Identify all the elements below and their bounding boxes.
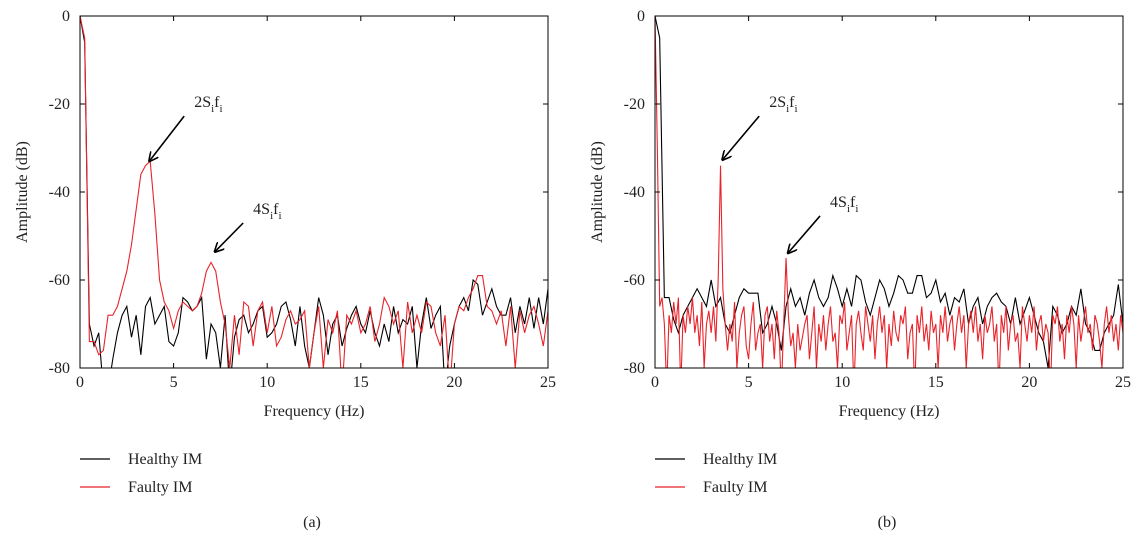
annotation: 4Sifi xyxy=(253,201,281,222)
annotation-text: 2S xyxy=(769,94,786,111)
subfigure-label: (b) xyxy=(878,514,897,531)
y-tick-label: 0 xyxy=(62,8,70,25)
subfigure-label: (a) xyxy=(303,514,321,531)
annotation-subscript: i xyxy=(270,210,273,222)
y-tick-label: 0 xyxy=(637,8,645,25)
annotation-text: f xyxy=(214,94,220,111)
annotation-arrow xyxy=(722,115,760,160)
annotation-arrow xyxy=(788,215,821,253)
x-axis-label: Frequency (Hz) xyxy=(264,403,365,420)
x-tick-label: 15 xyxy=(928,374,944,391)
annotation: 4Sifi xyxy=(830,194,858,215)
annotation-subscript: i xyxy=(794,103,797,115)
x-tick-label: 20 xyxy=(1021,374,1037,391)
x-tick-label: 5 xyxy=(745,374,753,391)
annotation-subscript: i xyxy=(847,203,850,215)
legend-label: Healthy IM xyxy=(128,451,202,468)
annotation-arrow xyxy=(149,115,185,161)
annotation-text: 2S xyxy=(194,94,211,111)
annotation: 2Sifi xyxy=(769,94,797,115)
x-tick-label: 20 xyxy=(446,374,462,391)
annotation-subscript: i xyxy=(219,103,222,115)
x-tick-label: 0 xyxy=(76,374,84,391)
y-tick-label: -20 xyxy=(624,96,645,113)
x-tick-label: 15 xyxy=(353,374,369,391)
annotation-text: f xyxy=(273,201,279,218)
y-tick-label: -60 xyxy=(624,272,645,289)
legend-label: Healthy IM xyxy=(703,451,777,468)
plot-area xyxy=(655,16,1123,368)
annotation-text: f xyxy=(789,94,795,111)
annotation-text: f xyxy=(850,194,856,211)
axes-frame xyxy=(79,15,549,369)
legend-label: Faulty IM xyxy=(703,479,767,496)
x-tick-label: 5 xyxy=(170,374,178,391)
annotation-arrow xyxy=(215,222,244,252)
x-tick-label: 25 xyxy=(540,374,556,391)
y-tick-label: -20 xyxy=(49,96,70,113)
series-line xyxy=(80,16,548,368)
x-tick-label: 0 xyxy=(651,374,659,391)
x-tick-label: 25 xyxy=(1115,374,1131,391)
annotation: 2Sifi xyxy=(194,94,222,115)
y-tick-label: -40 xyxy=(624,184,645,201)
x-tick-label: 10 xyxy=(834,374,850,391)
x-tick-label: 10 xyxy=(259,374,275,391)
legend-label: Faulty IM xyxy=(128,479,192,496)
annotation-text: 4S xyxy=(253,201,270,218)
series-line xyxy=(655,16,1123,368)
annotation-subscript: i xyxy=(786,103,789,115)
y-axis-label: Amplitude (dB) xyxy=(14,141,31,243)
annotation-text: 4S xyxy=(830,194,847,211)
annotation-subscript: i xyxy=(211,103,214,115)
y-tick-label: -60 xyxy=(49,272,70,289)
x-axis-label: Frequency (Hz) xyxy=(839,403,940,420)
plot-area xyxy=(80,16,548,368)
y-tick-label: -40 xyxy=(49,184,70,201)
annotation-subscript: i xyxy=(278,210,281,222)
annotation-subscript: i xyxy=(855,203,858,215)
y-tick-label: -80 xyxy=(49,360,70,377)
y-axis-label: Amplitude (dB) xyxy=(589,141,606,243)
y-tick-label: -80 xyxy=(624,360,645,377)
